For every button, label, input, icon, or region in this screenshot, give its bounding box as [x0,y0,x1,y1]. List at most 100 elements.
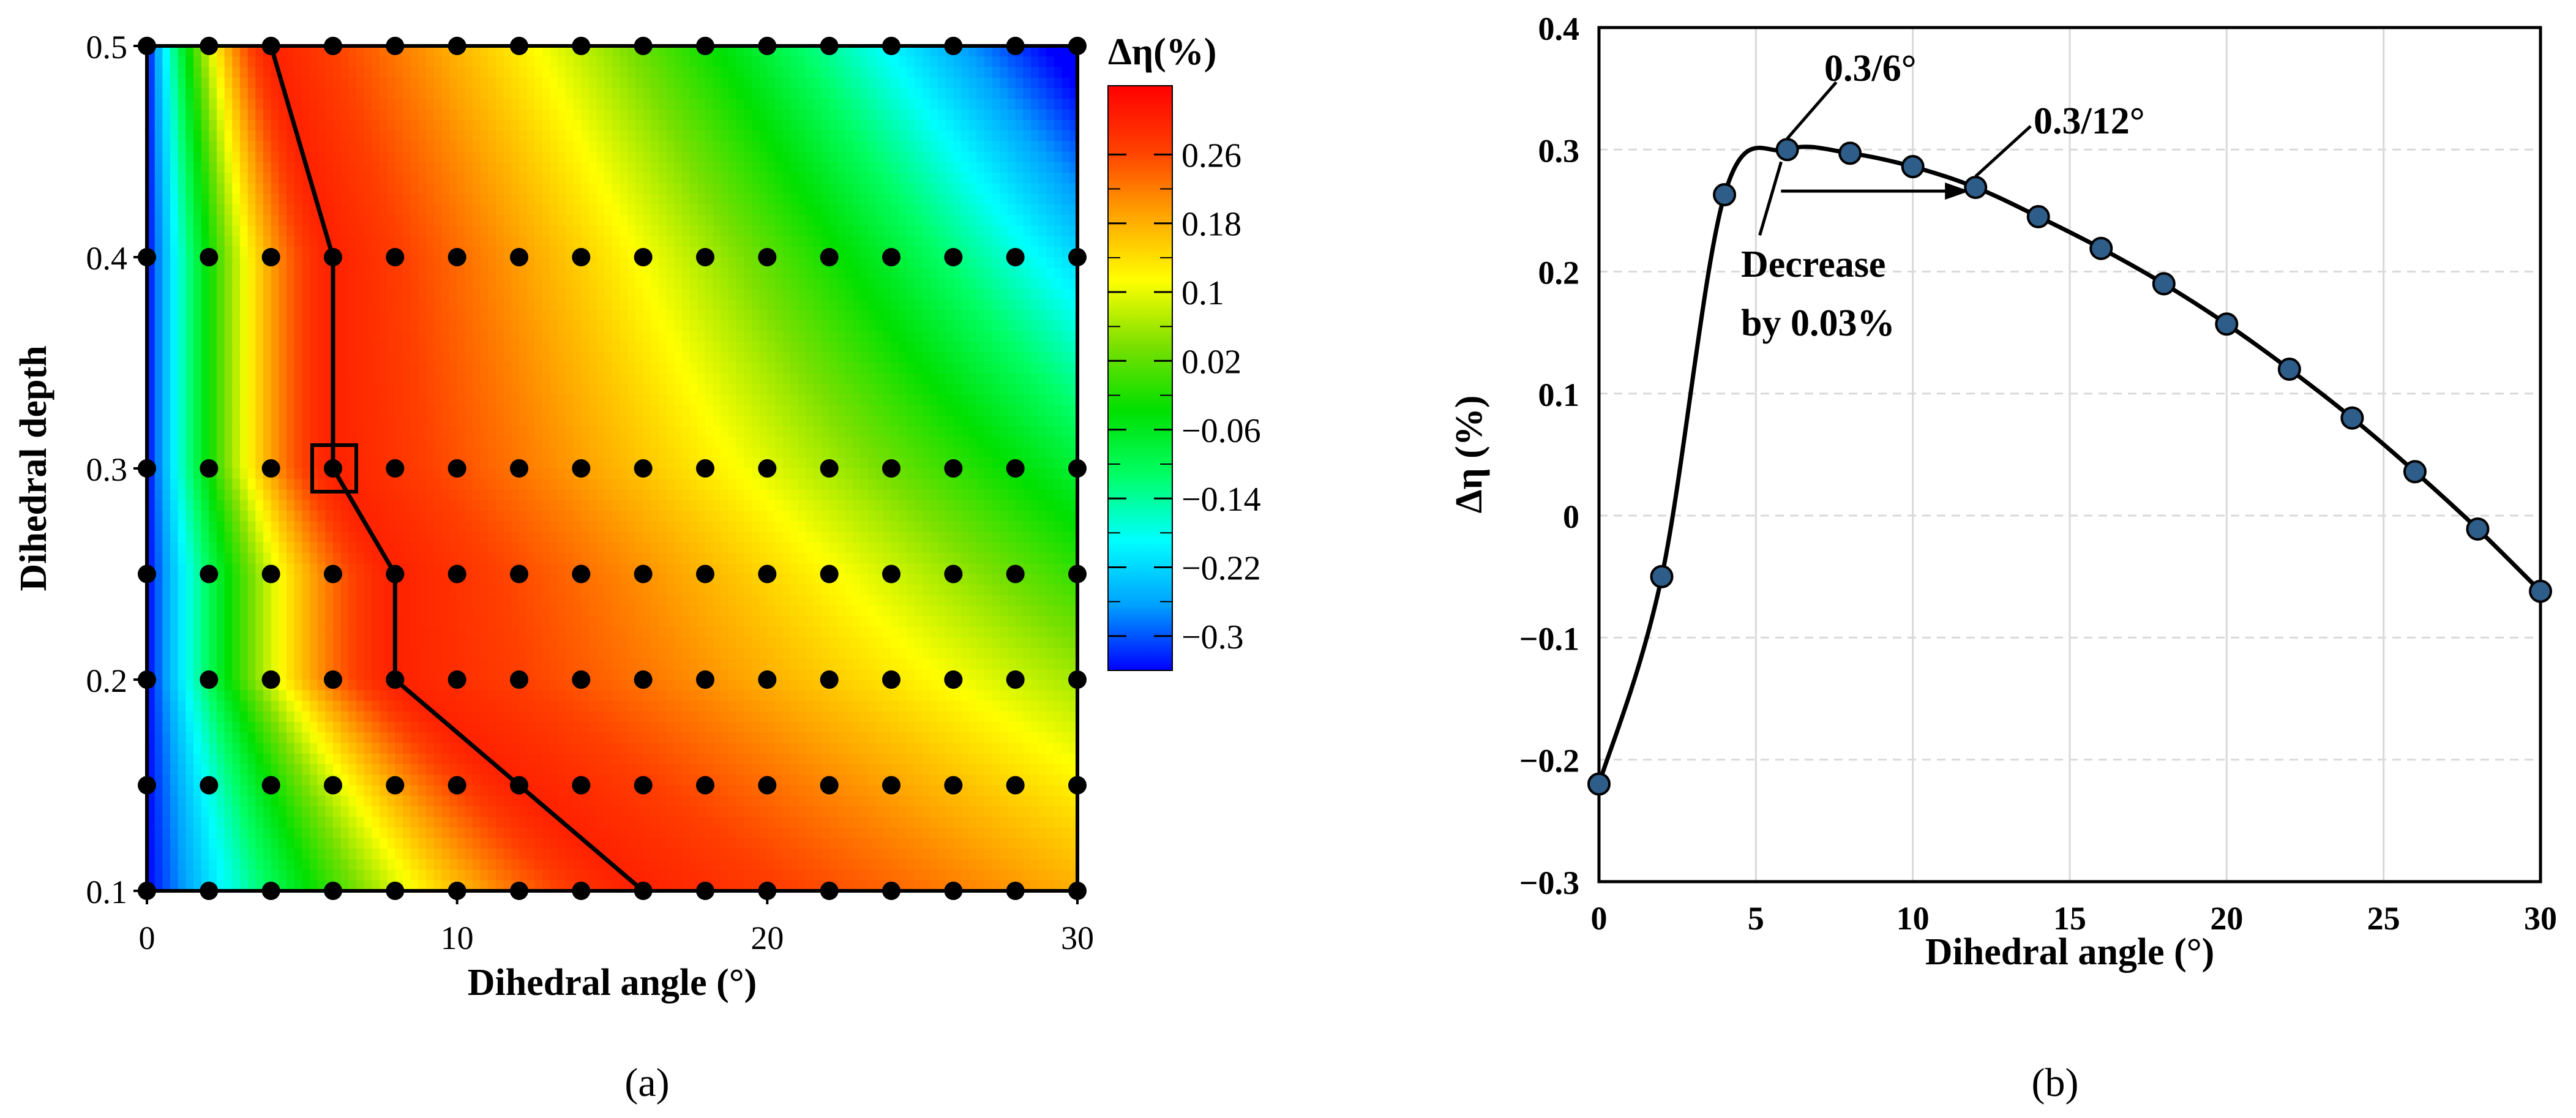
heatmap-cell [465,764,473,776]
heatmap-cell [426,405,435,416]
heatmap-cell [356,236,365,247]
heatmap-cell [473,426,481,438]
heatmap-cell [589,542,597,553]
heatmap-cell [193,531,202,543]
heatmap-cell [170,56,179,68]
heatmap-cell [147,67,155,78]
heatmap-cell [162,880,171,891]
heatmap-cell [480,827,489,839]
heatmap-cell [403,521,411,533]
heatmap-cell [441,88,450,100]
heatmap-cell [178,310,187,321]
heatmap-cell [232,384,241,396]
heatmap-cell [279,426,287,438]
heatmap-cell [596,225,605,237]
heatmap-cell [372,521,380,533]
heatmap-cell [473,119,481,131]
heatmap-cell [589,869,597,881]
heatmap-cell [193,151,202,163]
heatmap-cell [596,246,605,258]
heatmap-cell [433,109,443,121]
heatmap-cell [263,331,272,342]
heatmap-cell [348,342,357,353]
heatmap-cell [558,384,566,396]
heatmap-cell [573,268,582,279]
heatmap-cell [612,299,621,311]
heatmap-cell [433,278,443,290]
heatmap-cell [418,869,427,881]
heatmap-cell [263,99,272,110]
heatmap-cell [511,215,520,227]
heatmap-cell [255,680,264,691]
heatmap-cell [224,362,233,374]
heatmap-cell [348,88,357,100]
heatmap-cell [271,700,280,712]
heatmap-cell [333,109,342,121]
heatmap-cell [193,342,202,353]
heatmap-cell [147,310,155,321]
heatmap-cell [162,257,171,269]
heatmap-cell [589,225,597,237]
heatmap-cell [286,680,295,691]
heatmap-cell [589,521,597,533]
heatmap-cell [550,246,559,258]
heatmap-cell [604,246,613,258]
heatmap-cell [418,331,427,342]
heatmap-cell [418,119,427,131]
heatmap-cell [589,764,597,776]
heatmap-cell [255,183,264,195]
heatmap-cell [232,394,241,406]
heatmap-cell [310,838,318,849]
heatmap-cell [410,215,419,227]
heatmap-cell [433,680,443,691]
heatmap-cell [372,648,380,659]
heatmap-cell [271,215,280,227]
heatmap-cell [534,151,543,163]
heatmap-cell [209,193,217,205]
heatmap-cell [511,130,520,142]
heatmap-cell [589,880,597,891]
heatmap-cell [620,658,629,670]
heatmap-cell [566,468,574,480]
heatmap-cell [410,342,419,353]
heatmap-cell [317,331,326,342]
heatmap-cell [185,669,194,680]
heatmap-cell [209,141,217,152]
heatmap-cell [566,563,574,575]
heatmap-cell [356,109,365,121]
heatmap-cell [526,817,536,828]
heatmap-cell [511,204,520,216]
heatmap-cell [558,680,566,691]
heatmap-cell [465,130,473,142]
heatmap-cell [449,268,458,279]
heatmap-cell [240,236,249,247]
heatmap-cell [542,288,551,300]
heatmap-cell [457,342,466,353]
heatmap-cell [596,859,605,871]
heatmap-cell [534,278,543,290]
heatmap-cell [395,130,403,142]
heatmap-cell [457,511,466,522]
heatmap-cell [247,109,256,121]
heatmap-cell [348,99,357,110]
heatmap-cell [558,99,566,110]
heatmap-cell [449,859,458,871]
heatmap-cell [496,394,504,406]
heatmap-cell [395,320,403,332]
heatmap-cell [558,732,566,744]
heatmap-cell [519,77,528,89]
heatmap-cell [310,225,318,237]
heatmap-cell [310,288,318,300]
heatmap-cell [433,806,443,818]
heatmap-cell [333,500,342,511]
heatmap-cell [604,362,613,374]
heatmap-cell [449,637,458,649]
heatmap-cell [496,722,504,733]
heatmap-cell [154,183,163,195]
heatmap-cell [255,130,264,142]
heatmap-cell [581,626,590,638]
heatmap-cell [480,700,489,712]
heatmap-cell [271,795,280,807]
heatmap-cell [426,500,435,511]
heatmap-cell [457,753,466,765]
